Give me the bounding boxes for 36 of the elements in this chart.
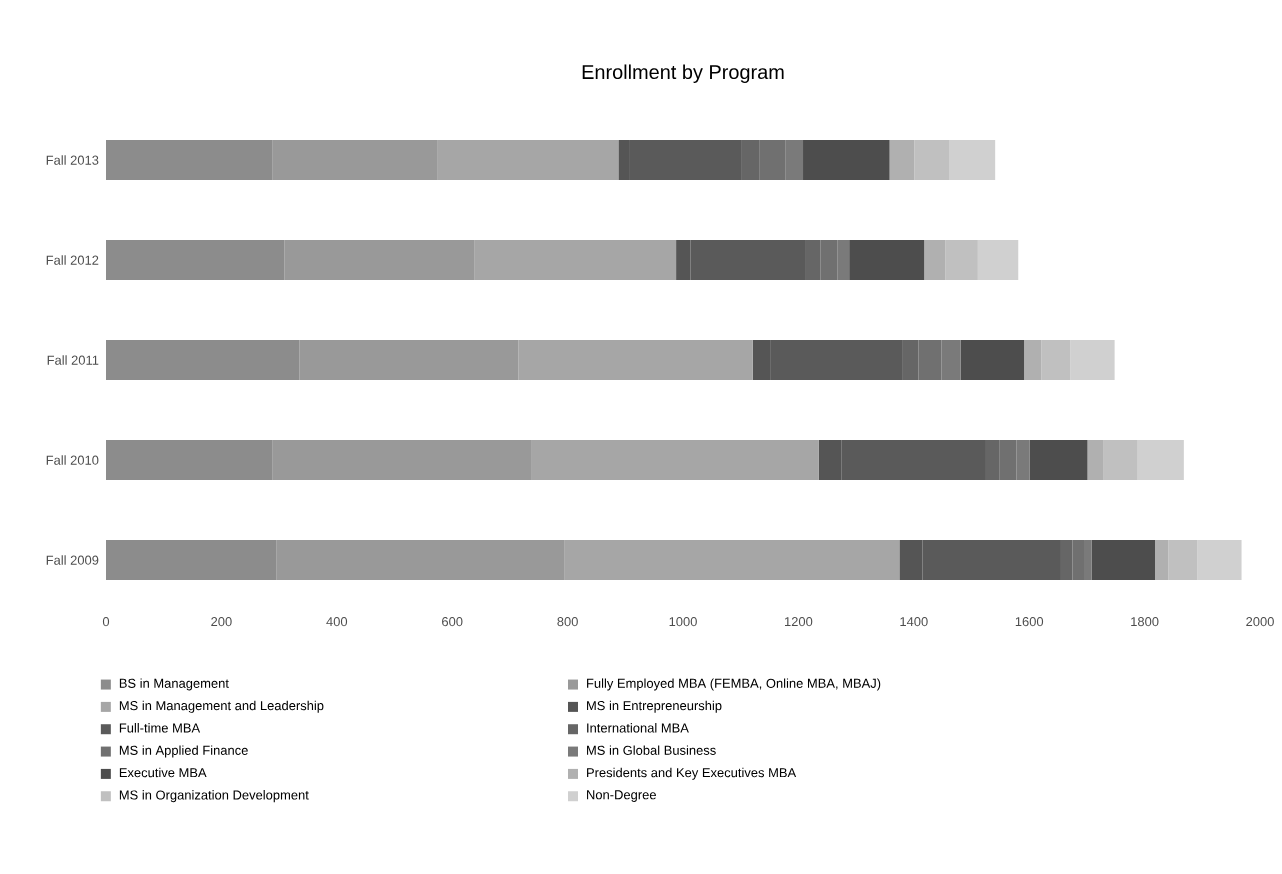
bar	[1087, 440, 1104, 481]
bar	[1091, 540, 1155, 581]
bar	[949, 140, 996, 181]
bar	[889, 140, 915, 181]
bar	[1024, 340, 1042, 381]
bar	[276, 540, 565, 581]
bar	[272, 140, 438, 181]
bar	[106, 440, 273, 481]
bar	[272, 440, 532, 481]
bar	[106, 340, 300, 381]
bar	[1070, 340, 1115, 381]
bar	[803, 140, 890, 181]
bar	[1137, 440, 1184, 481]
bar	[299, 340, 519, 381]
bar	[531, 440, 819, 481]
bar	[945, 240, 978, 281]
bar	[106, 240, 285, 281]
bar	[960, 340, 1025, 381]
bar	[437, 140, 619, 181]
bar	[106, 140, 273, 181]
bar	[914, 140, 950, 181]
bar	[1155, 540, 1169, 581]
bar	[564, 540, 900, 581]
bar	[1197, 540, 1242, 581]
bar	[284, 240, 475, 281]
bar	[1029, 440, 1088, 481]
bar	[1103, 440, 1138, 481]
bar	[977, 240, 1019, 281]
bar	[849, 240, 925, 281]
bar	[1041, 340, 1071, 381]
bar	[924, 240, 946, 281]
chart-title: Enrollment by Program	[582, 64, 784, 84]
bar	[106, 540, 277, 581]
bar	[474, 240, 677, 281]
bar	[1168, 540, 1198, 581]
bar	[518, 340, 753, 381]
